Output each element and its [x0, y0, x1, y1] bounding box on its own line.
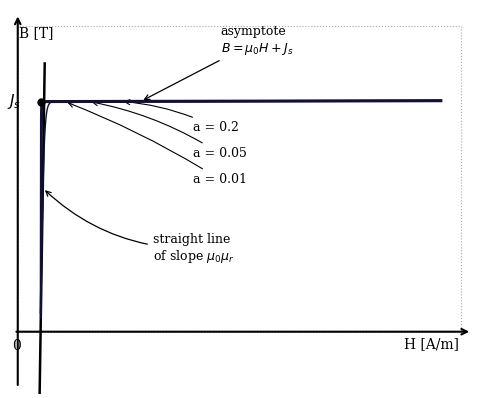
Text: $J_s$: $J_s$ [7, 92, 21, 111]
Text: a = 0.2: a = 0.2 [124, 100, 238, 134]
Text: H [A/m]: H [A/m] [403, 337, 458, 351]
Text: straight line
of slope $\mu_0\mu_r$: straight line of slope $\mu_0\mu_r$ [46, 191, 234, 265]
Text: asymptote
$B=\mu_0H+J_s$: asymptote $B=\mu_0H+J_s$ [144, 25, 293, 100]
Text: a = 0.01: a = 0.01 [68, 102, 246, 186]
Text: a = 0.05: a = 0.05 [92, 101, 246, 160]
Text: B [T]: B [T] [19, 26, 53, 40]
Text: 0: 0 [12, 339, 21, 353]
